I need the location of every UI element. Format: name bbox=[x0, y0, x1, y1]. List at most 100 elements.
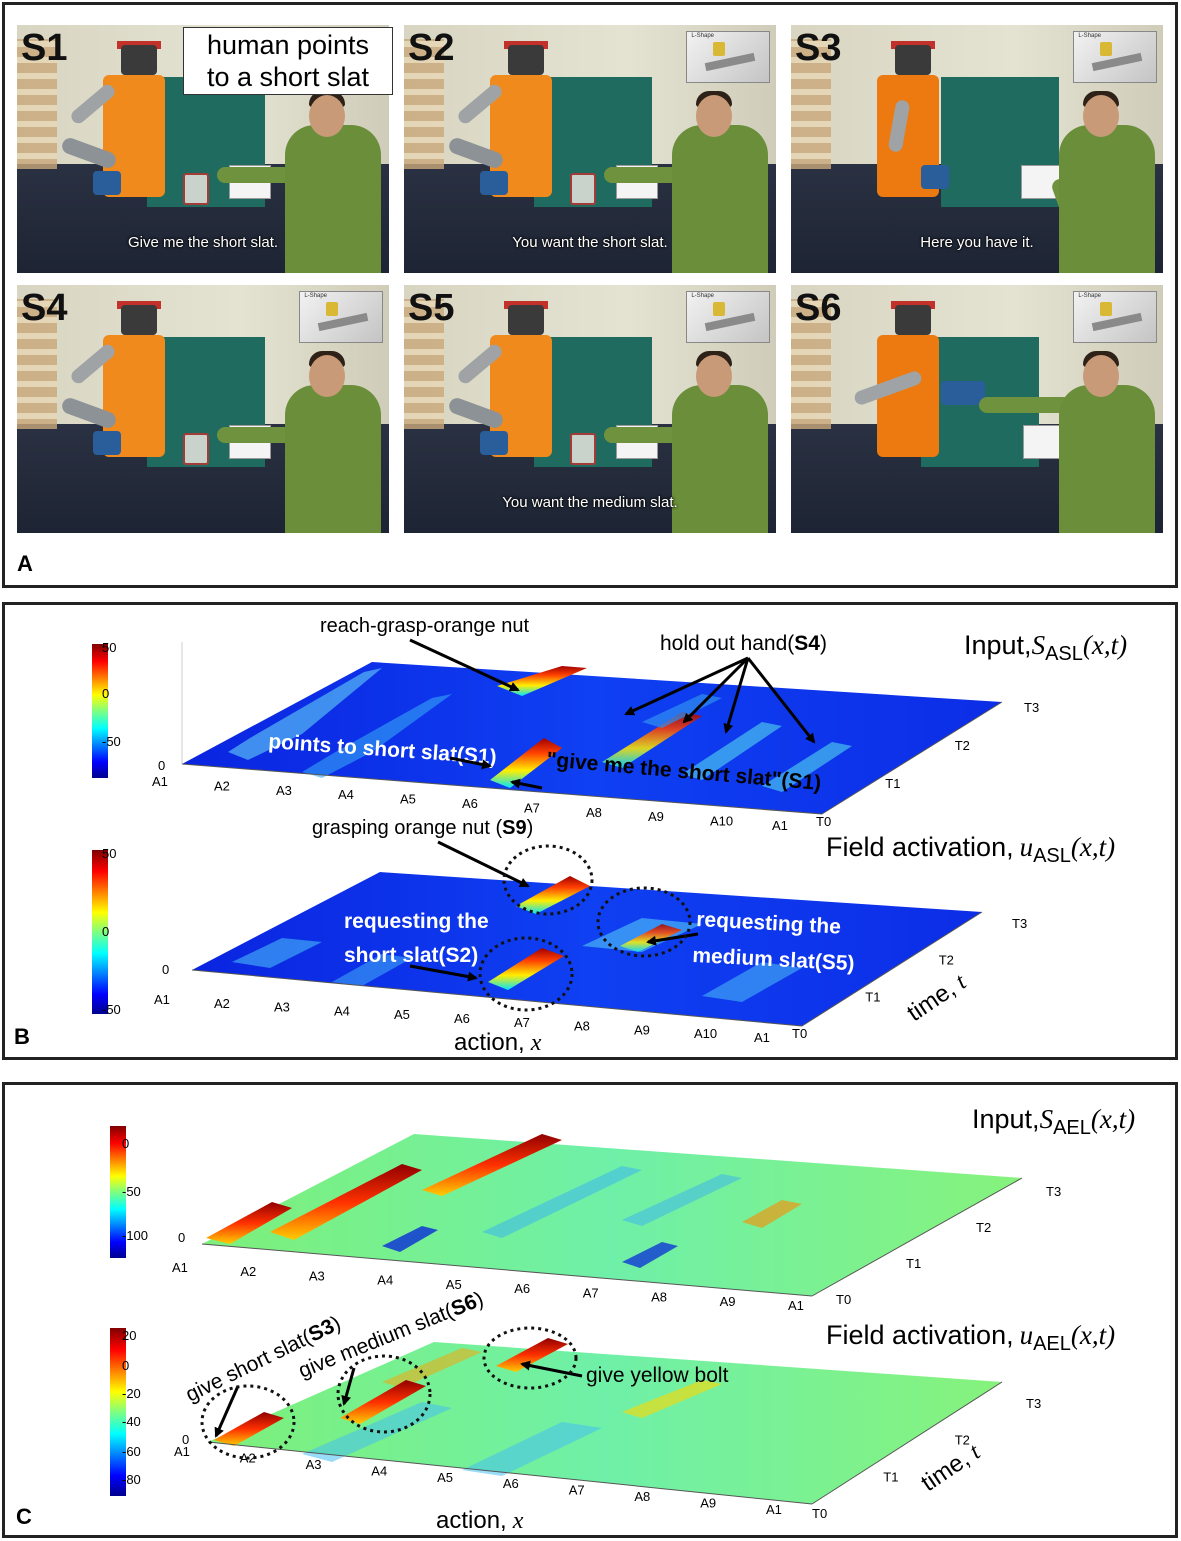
surface-ridge bbox=[422, 1134, 562, 1196]
colorbar-tick-label: -20 bbox=[122, 1386, 141, 1401]
title-symbol: u bbox=[1020, 1320, 1034, 1350]
tick-label: T3 bbox=[1046, 1184, 1061, 1199]
tick-label: A2 bbox=[214, 778, 230, 793]
tick-label: A2 bbox=[214, 996, 230, 1011]
tick-label: A1 bbox=[754, 1030, 770, 1045]
scene-label: S3 bbox=[795, 27, 842, 69]
tick-label: A7 bbox=[569, 1483, 585, 1498]
scene-label: S5 bbox=[408, 287, 455, 329]
tick-label: A6 bbox=[503, 1476, 519, 1491]
arrow bbox=[409, 638, 520, 692]
z-tick-label: 0 bbox=[182, 1432, 189, 1447]
surface-bump bbox=[742, 1200, 802, 1228]
tick-label: A1 bbox=[772, 818, 788, 833]
tick-label: A9 bbox=[648, 809, 664, 824]
tick-label: A3 bbox=[309, 1268, 325, 1283]
highlight-circle bbox=[502, 844, 594, 916]
title-args: (x,t) bbox=[1071, 832, 1115, 862]
surface-ridge bbox=[602, 712, 702, 768]
subtitle-caption: You want the medium slat. bbox=[502, 494, 678, 511]
axis-line bbox=[821, 701, 1003, 815]
surface-bump bbox=[622, 1380, 722, 1418]
x-tick-labels: A1 A2 A3 A4 A5 A6 A7 A8 A9 A1 bbox=[172, 1260, 804, 1313]
colorbar-tick-label: 0 bbox=[122, 1358, 129, 1373]
inset-tag: L-Shape bbox=[1078, 293, 1101, 299]
arrow bbox=[510, 778, 543, 790]
ael-field-title: Field activation, uAEL(x,t) bbox=[826, 1320, 1115, 1355]
colorbar-tick-label: -50 bbox=[122, 1184, 141, 1199]
colorbar-tick-label: -60 bbox=[122, 1444, 141, 1459]
arrow bbox=[437, 840, 530, 888]
ann-hold-out-hand: hold out hand(S4) bbox=[660, 632, 827, 655]
photo-s6: L-Shape S6 bbox=[791, 285, 1163, 533]
tick-label: T2 bbox=[955, 1433, 970, 1448]
tick-label: T2 bbox=[939, 953, 954, 968]
surface-bump bbox=[302, 1402, 452, 1462]
tick-label: T0 bbox=[812, 1506, 827, 1521]
title-subscript: AEL bbox=[1033, 1333, 1071, 1355]
tick-label: T0 bbox=[816, 814, 831, 829]
tick-label: A2 bbox=[240, 1264, 256, 1279]
ael-field-plot: 20 0 -20 -40 -60 -80 0 A1 A2 A3 A4 A5 A6 A7 A8 A… bbox=[110, 1287, 1115, 1534]
title-text: Input, bbox=[964, 630, 1032, 660]
tick-label: A1 bbox=[172, 1260, 188, 1275]
tick-label: A5 bbox=[400, 792, 416, 807]
highlight-circle bbox=[482, 1326, 578, 1390]
lshape-inset-image bbox=[1073, 291, 1157, 343]
tick-label: A1 bbox=[174, 1444, 190, 1459]
title-subscript: ASL bbox=[1045, 643, 1083, 665]
tick-label: A8 bbox=[651, 1290, 667, 1305]
colorbar-tick-label: -50 bbox=[102, 1002, 121, 1017]
ael-field-colorbar bbox=[110, 1328, 126, 1496]
arrow bbox=[449, 756, 492, 770]
tick-label: T1 bbox=[906, 1256, 921, 1271]
surface-ridge bbox=[496, 1338, 568, 1372]
t-axis-label: time,t bbox=[916, 1438, 986, 1497]
surface-trough bbox=[482, 1166, 642, 1238]
tick-label: T2 bbox=[976, 1220, 991, 1235]
inset-tag: L-Shape bbox=[304, 293, 327, 299]
photo-s5: L-Shape S5 You want the medium slat. bbox=[404, 285, 776, 533]
tick-label: T1 bbox=[885, 776, 900, 791]
tick-label: A8 bbox=[634, 1489, 650, 1504]
photo-s2: L-Shape S2 You want the short slat. bbox=[404, 25, 776, 273]
axis-line bbox=[207, 1441, 813, 1505]
asl-input-plot: 50 0 -50 0 A1 A2 A3 A4 A5 A6 A7 A8 A9 A10 A1 T0T1T… bbox=[92, 615, 1127, 833]
asl-field-title: Field activation, uASL(x,t) bbox=[826, 832, 1115, 867]
arrow bbox=[646, 932, 699, 946]
arrow bbox=[723, 657, 750, 734]
title-symbol: S bbox=[1032, 630, 1046, 660]
surface-bump bbox=[332, 954, 412, 986]
asl-field-surface bbox=[192, 872, 982, 1026]
surface-ridge bbox=[206, 1202, 292, 1244]
arrow bbox=[624, 656, 749, 716]
line-2: short slat(S2) bbox=[344, 944, 478, 967]
t-tick-labels: T0 T1 T2 T3 bbox=[812, 1396, 1041, 1521]
lshape-inset-image bbox=[686, 291, 770, 343]
arrow bbox=[746, 657, 816, 744]
colorbar-tick-label: 20 bbox=[122, 1328, 136, 1343]
ann-requesting-short-slat: requesting the short slat(S2) bbox=[344, 910, 495, 967]
title-args: (x,t) bbox=[1071, 1320, 1115, 1350]
title-text: Input, bbox=[972, 1104, 1040, 1134]
axis-line bbox=[191, 969, 803, 1027]
tick-label: A1 bbox=[766, 1502, 782, 1517]
arrow bbox=[341, 1367, 356, 1406]
tick-label: A6 bbox=[454, 1011, 470, 1026]
asl-input-title: Input,SASL(x,t) bbox=[964, 630, 1127, 665]
colorbar-tick-label: -100 bbox=[122, 1228, 148, 1243]
surface-ridge bbox=[682, 722, 782, 780]
title-text: Field activation, bbox=[826, 832, 1014, 862]
tick-label: A4 bbox=[371, 1463, 387, 1478]
panel-c-label: C bbox=[16, 1504, 32, 1529]
tick-label: A3 bbox=[274, 1000, 290, 1015]
tick-label: A7 bbox=[514, 1015, 530, 1030]
tick-label: A5 bbox=[394, 1007, 410, 1022]
lshape-inset-image bbox=[686, 31, 770, 83]
axis-line bbox=[201, 1243, 813, 1297]
highlight-circle bbox=[596, 886, 692, 958]
panel-b-figure: B 50 0 -50 0 A1 A2 A3 A4 A5 A6 A7 A8 A9 A10 A1 T0T… bbox=[14, 615, 1127, 1056]
title-args: (x,t) bbox=[1083, 630, 1127, 660]
ael-input-title: Input,SAEL(x,t) bbox=[972, 1104, 1135, 1139]
surface-bump bbox=[232, 938, 322, 968]
